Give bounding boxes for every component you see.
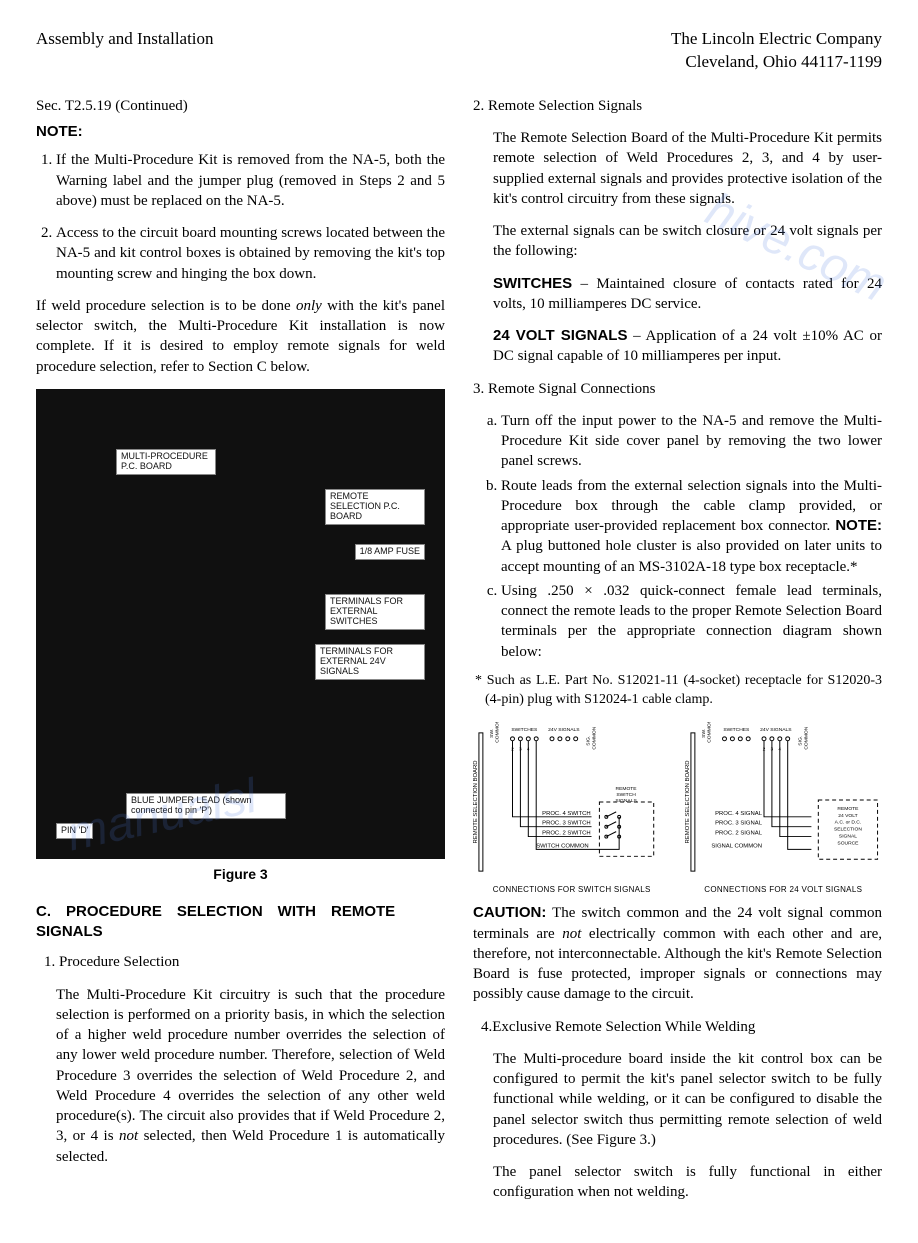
fig-label-pin-d: PIN 'D' [56, 823, 93, 839]
svg-text:SIG.: SIG. [586, 736, 592, 746]
svg-text:REMOTE: REMOTE [837, 806, 859, 812]
svg-text:24 VOLT: 24 VOLT [838, 812, 857, 818]
svg-text:REMOTE: REMOTE [616, 786, 638, 792]
right-column: hive.com 2. Remote Selection Signals The… [473, 96, 882, 1215]
left-column: Sec. T2.5.19 (Continued) NOTE: If the Mu… [36, 96, 445, 1215]
svg-text:SIGNALS: SIGNALS [615, 798, 637, 804]
r4-title: Exclusive Remote Selection While Welding [492, 1019, 755, 1035]
header-left: Assembly and Installation [36, 28, 214, 74]
r2-p2: The external signals can be switch closu… [473, 221, 882, 262]
caution-label: CAUTION: [473, 904, 546, 921]
caution-not: not [562, 926, 581, 942]
note-item-1: If the Multi-Procedure Kit is removed fr… [56, 150, 445, 211]
c1-number: 1. [44, 954, 55, 970]
svg-text:COMMON: COMMON [495, 722, 501, 743]
footnote: * Such as L.E. Part No. S12021-11 (4-soc… [475, 672, 882, 710]
r3-item-a: Turn off the input power to the NA-5 and… [501, 411, 882, 472]
r2-24v: 24 VOLT SIGNALS – Application of a 24 vo… [473, 326, 882, 367]
svg-text:SELECTION: SELECTION [833, 826, 861, 832]
header-address: Cleveland, Ohio 44117-1199 [685, 52, 882, 71]
header-right: The Lincoln Electric Company Cleveland, … [671, 28, 882, 74]
fig-label-remote-sel-board: REMOTE SELECTION P.C. BOARD [325, 489, 425, 525]
svg-text:SIG.: SIG. [797, 736, 803, 746]
r2-title: Remote Selection Signals [488, 98, 642, 114]
svg-text:SWITCHES: SWITCHES [511, 727, 538, 733]
svg-text:SWITCH: SWITCH [616, 792, 636, 798]
c1-body: The Multi-Procedure Kit circuitry is suc… [36, 985, 445, 1167]
page-header: Assembly and Installation The Lincoln El… [36, 28, 882, 74]
r3-title: Remote Signal Connections [488, 381, 655, 397]
diagram-2-caption: CONNECTIONS FOR 24 VOLT SIGNALS [685, 885, 883, 896]
r3-number: 3. [473, 381, 484, 397]
c1-not: not [119, 1128, 138, 1144]
r3-item-b-note: NOTE: [835, 517, 882, 534]
r4-title-line: 4.Exclusive Remote Selection While Weldi… [481, 1017, 882, 1037]
after-notes-pre: If weld procedure selection is to be don… [36, 298, 296, 314]
note-list: If the Multi-Procedure Kit is removed fr… [36, 150, 445, 284]
r2-switches: SWITCHES – Maintained closure of contact… [473, 274, 882, 315]
diagram-1-caption: CONNECTIONS FOR SWITCH SIGNALS [473, 885, 671, 896]
svg-text:SW.: SW. [489, 728, 495, 737]
after-notes-only: only [296, 298, 322, 314]
r2-number: 2. [473, 98, 484, 114]
svg-text:24V SIGNALS: 24V SIGNALS [760, 727, 792, 733]
svg-text:COMMON: COMMON [706, 722, 712, 743]
note-heading: NOTE: [36, 122, 445, 142]
two-column-layout: Sec. T2.5.19 (Continued) NOTE: If the Mu… [36, 96, 882, 1215]
svg-text:PROC. 4 SWITCH: PROC. 4 SWITCH [542, 810, 591, 816]
fig-label-multi-proc-board: MULTI-PROCEDURE P.C. BOARD [116, 449, 216, 475]
caution-paragraph: CAUTION: The switch common and the 24 vo… [473, 903, 882, 1004]
c1-title: Procedure Selection [59, 954, 179, 970]
svg-text:24V SIGNALS: 24V SIGNALS [548, 727, 580, 733]
fig-label-fuse: 1/8 AMP FUSE [355, 544, 425, 560]
section-continued: Sec. T2.5.19 (Continued) [36, 96, 445, 116]
svg-text:SWITCHES: SWITCHES [723, 727, 750, 733]
r3-title-line: 3. Remote Signal Connections [473, 379, 882, 399]
r3-item-b-text: Route leads from the external selection … [501, 478, 882, 535]
svg-text:PROC. 2 SIGNAL: PROC. 2 SIGNAL [715, 830, 763, 836]
r3-item-c: Using .250 × .032 quick-connect female l… [501, 581, 882, 662]
fig-label-24v-terminals: TERMINALS FOR EXTERNAL 24V SIGNALS [315, 644, 425, 680]
svg-text:PROC. 3 SWITCH: PROC. 3 SWITCH [542, 820, 591, 826]
header-company: The Lincoln Electric Company [671, 29, 882, 48]
svg-text:PROC. 2 SWITCH: PROC. 2 SWITCH [542, 830, 591, 836]
r4-p1: The Multi-procedure board inside the kit… [473, 1049, 882, 1150]
r3-item-b-rest: A plug buttoned hole cluster is also pro… [501, 538, 882, 574]
svg-text:COMMON: COMMON [803, 726, 809, 749]
r3-list: Turn off the input power to the NA-5 and… [473, 411, 882, 662]
switches-label: SWITCHES [493, 275, 572, 292]
r4-number: 4. [481, 1019, 492, 1035]
r4-p2: The panel selector switch is fully funct… [473, 1162, 882, 1203]
volt-signals-label: 24 VOLT SIGNALS [493, 327, 627, 344]
c1-body-a: The Multi-Procedure Kit circuitry is suc… [56, 987, 445, 1145]
diagram-24v-signals: REMOTE SELECTION BOARD SW. COMMON SWITCH… [685, 722, 883, 896]
after-notes-paragraph: If weld procedure selection is to be don… [36, 296, 445, 377]
svg-text:COMMON: COMMON [591, 726, 597, 749]
note-item-2: Access to the circuit board mounting scr… [56, 223, 445, 284]
r2-p1: The Remote Selection Board of the Multi-… [473, 128, 882, 209]
fig-label-ext-switch-terminals: TERMINALS FOR EXTERNAL SWITCHES [325, 594, 425, 630]
svg-text:A.C. or D.C.: A.C. or D.C. [834, 819, 861, 825]
connection-diagrams: REMOTE SELECTION BOARD SW. COMMON SWITCH… [473, 722, 882, 896]
fig-label-blue-jumper: BLUE JUMPER LEAD (shown connected to pin… [126, 793, 286, 819]
svg-text:PROC. 3 SIGNAL: PROC. 3 SIGNAL [715, 820, 763, 826]
r3-item-b: Route leads from the external selection … [501, 476, 882, 577]
svg-text:SW.: SW. [700, 728, 706, 737]
svg-text:SIGNAL: SIGNAL [838, 833, 856, 839]
c1-title-line: 1. Procedure Selection [44, 952, 445, 972]
diagram-switch-signals: REMOTE SELECTION BOARD SW. COMMON SWITCH… [473, 722, 671, 896]
figure-3-caption: Figure 3 [36, 865, 445, 884]
svg-text:SIGNAL COMMON: SIGNAL COMMON [711, 843, 762, 849]
svg-text:SWITCH COMMON: SWITCH COMMON [536, 843, 589, 849]
svg-text:PROC. 4 SIGNAL: PROC. 4 SIGNAL [715, 810, 763, 816]
section-c-heading: C. PROCEDURE SELECTION WITH REMOTE SIGNA… [36, 902, 445, 943]
svg-text:REMOTE SELECTION BOARD: REMOTE SELECTION BOARD [685, 760, 691, 843]
svg-text:SOURCE: SOURCE [837, 840, 859, 846]
r2-title-line: 2. Remote Selection Signals [473, 96, 882, 116]
diag-board-label: REMOTE SELECTION BOARD [473, 760, 479, 843]
figure-3-photo: MULTI-PROCEDURE P.C. BOARD REMOTE SELECT… [36, 389, 445, 859]
